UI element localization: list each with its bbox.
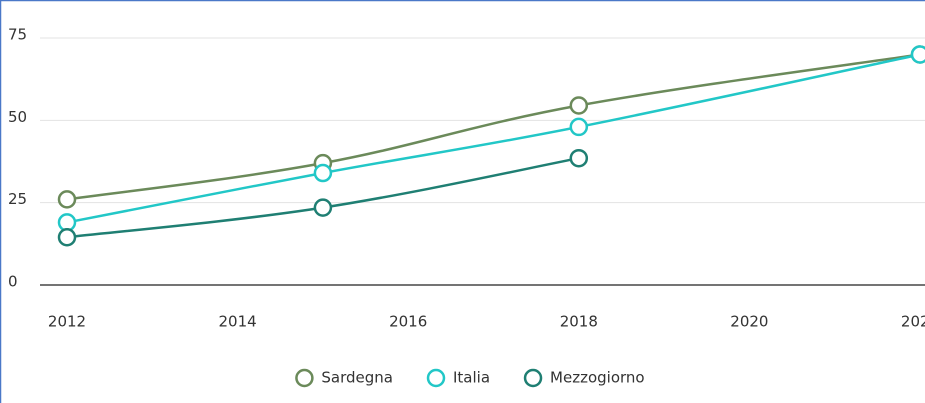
- data-point: [569, 96, 589, 115]
- data-point: [569, 117, 589, 137]
- y-tick-label: 0: [8, 273, 18, 291]
- y-tick-label: 75: [8, 26, 27, 44]
- series-line: [66, 53, 921, 201]
- legend-symbol: [295, 368, 314, 388]
- data-point: [57, 227, 77, 247]
- legend-label: Mezzogiorno: [550, 369, 645, 387]
- series-line: [66, 53, 921, 224]
- x-tick-label: 2012: [48, 313, 86, 331]
- legend-label: Italia: [453, 369, 490, 387]
- data-point: [569, 148, 589, 168]
- x-tick-label: 2020: [730, 313, 768, 331]
- y-tick-label: 50: [8, 108, 27, 126]
- y-tick-label: 25: [8, 190, 27, 208]
- x-tick-label: 2016: [389, 313, 427, 331]
- legend-symbol: [523, 368, 543, 388]
- x-tick-label: 2018: [560, 313, 598, 331]
- data-point: [313, 163, 333, 183]
- x-tick-label: 2022: [901, 313, 925, 331]
- data-point: [313, 198, 333, 217]
- data-point: [910, 45, 925, 64]
- legend-label: Sardegna: [321, 369, 393, 387]
- data-point: [57, 190, 77, 209]
- legend-symbol: [426, 368, 446, 388]
- x-tick-label: 2014: [219, 313, 257, 331]
